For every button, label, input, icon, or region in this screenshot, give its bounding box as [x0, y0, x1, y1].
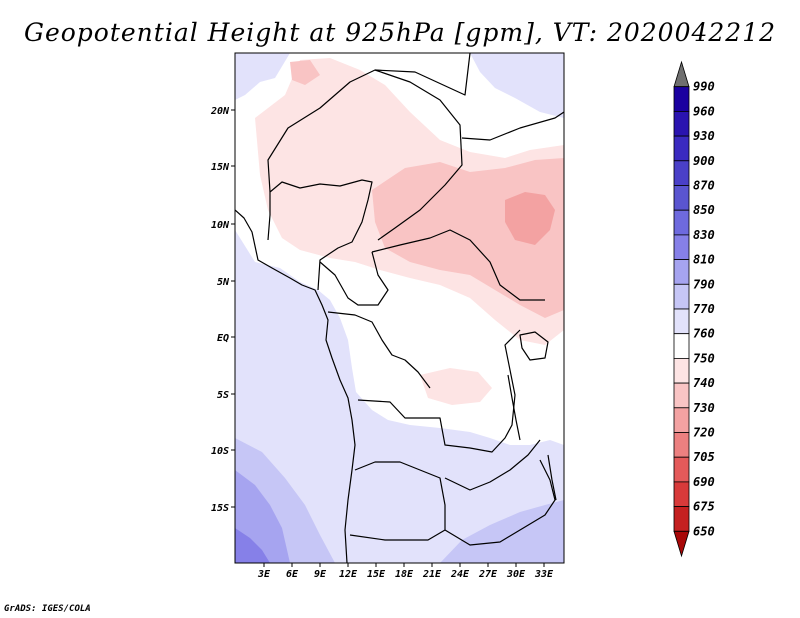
lat-label: EQ — [217, 333, 229, 344]
lat-label: 10S — [211, 446, 229, 457]
contour-770-ne-edge — [470, 53, 564, 118]
colorbar-overflow-triangle — [673, 60, 690, 88]
colorbar-level-label: 750 — [693, 351, 715, 365]
lat-label: 20N — [210, 106, 230, 117]
colorbar-swatch — [673, 333, 690, 359]
lon-label: 24E — [450, 569, 470, 580]
colorbar-swatch — [673, 283, 690, 310]
colorbar-swatch — [673, 111, 690, 137]
lon-label: 21E — [422, 569, 442, 580]
colorbar-level-label: 790 — [693, 277, 715, 291]
lat-ticks — [231, 109, 235, 508]
lat-label: 10N — [211, 220, 230, 231]
border-cameroon — [319, 251, 389, 306]
colorbar-swatch — [673, 308, 690, 335]
border-drc — [357, 329, 521, 453]
border-angola-zambia — [349, 461, 446, 541]
lon-label: 9E — [314, 569, 327, 580]
colorbar-level-label: 960 — [693, 104, 715, 118]
colorbar-level-label: 830 — [693, 228, 715, 242]
contour-740-north — [290, 60, 320, 85]
colorbar-level-label: 930 — [693, 129, 715, 143]
contour-770-north-edge — [235, 53, 290, 100]
colorbar-swatch — [673, 382, 690, 409]
border-libya-sudan — [374, 53, 471, 96]
colorbar-swatch — [673, 259, 690, 285]
colorbar-swatch — [673, 234, 690, 260]
lon-ticks — [263, 563, 545, 567]
lon-label: 3E — [257, 569, 271, 580]
colorbar-swatch — [673, 407, 690, 433]
colorbar-level-label: 720 — [693, 426, 715, 440]
border-niger-chad — [267, 69, 463, 241]
lon-label: 33E — [534, 569, 554, 580]
border-southeast — [444, 459, 556, 546]
lon-label: 6E — [286, 569, 299, 580]
lat-label-group: 20N 15N 10N 5N EQ 5S 10S 15S — [210, 106, 230, 514]
colorbar-level-label: 650 — [693, 524, 715, 538]
colorbar-swatch — [673, 432, 690, 458]
contour-830-ocean — [235, 528, 270, 563]
colorbar-level-label: 675 — [693, 500, 715, 514]
lon-label: 27E — [478, 569, 498, 580]
grads-credit: GrADS: IGES/COLA — [4, 604, 91, 614]
colorbar-swatch — [673, 160, 690, 186]
colorbar-level-label: 740 — [693, 376, 715, 390]
colorbar-swatch — [673, 481, 690, 507]
border-car — [371, 229, 545, 301]
colorbar-swatch — [673, 135, 690, 162]
map-title: Geopotential Height at 925hPa [gpm], VT:… — [23, 18, 777, 47]
colorbar-level-label: 870 — [693, 179, 715, 193]
border-gabon-congo — [327, 311, 431, 389]
lon-label: 18E — [395, 569, 414, 580]
colorbar-level-label: 690 — [693, 475, 715, 489]
lat-label: 15N — [211, 162, 230, 173]
colorbar-underflow-triangle — [673, 530, 690, 558]
height-field — [235, 53, 564, 563]
colorbar-level-label: 770 — [693, 302, 715, 316]
lat-label: 15S — [211, 503, 229, 514]
latitude-axis: 20N 15N 10N 5N EQ 5S 10S 15S — [210, 106, 235, 514]
border-nigeria — [267, 179, 373, 291]
map-panel — [234, 52, 565, 564]
colorbar-level-label: 900 — [693, 154, 715, 168]
lake-victoria — [519, 331, 549, 361]
country-borders — [235, 53, 564, 563]
map-frame — [234, 52, 565, 564]
contour-790-south — [440, 500, 564, 563]
colorbar-level-label: 705 — [693, 450, 715, 464]
colorbar-level-label: 760 — [693, 327, 715, 341]
colorbar-swatch — [673, 357, 690, 384]
lat-label: 5N — [217, 277, 230, 288]
colorbar-swatch — [673, 209, 690, 236]
longitude-axis: 3E 6E 9E 12E 15E 18E 21E 24E 27E 30E 33E — [257, 563, 554, 580]
colorbar-level-label: 730 — [693, 401, 715, 415]
colorbar: 990 960 930 900 870 850 830 810 790 770 760 750 740 7… — [673, 60, 715, 558]
lon-label: 15E — [367, 569, 386, 580]
contour-730-east — [505, 192, 555, 245]
border-sudan — [461, 111, 564, 141]
colorbar-swatch — [673, 185, 690, 211]
lat-label: 5S — [217, 390, 229, 401]
contour-750-congo — [420, 368, 492, 405]
colorbar-level-label: 990 — [693, 80, 715, 94]
colorbar-level-label: 850 — [693, 203, 715, 217]
lake-tanganyika — [507, 374, 521, 441]
border-zambia — [444, 439, 541, 491]
contour-770-ocean — [235, 230, 564, 563]
coastline-west — [235, 209, 356, 563]
colorbar-level-label: 810 — [693, 253, 715, 267]
colorbar-swatch — [673, 506, 690, 532]
lon-label: 12E — [339, 569, 358, 580]
lake-malawi — [547, 454, 557, 501]
lon-label: 30E — [506, 569, 526, 580]
colorbar-swatch — [673, 86, 690, 112]
colorbar-swatch — [673, 456, 690, 483]
